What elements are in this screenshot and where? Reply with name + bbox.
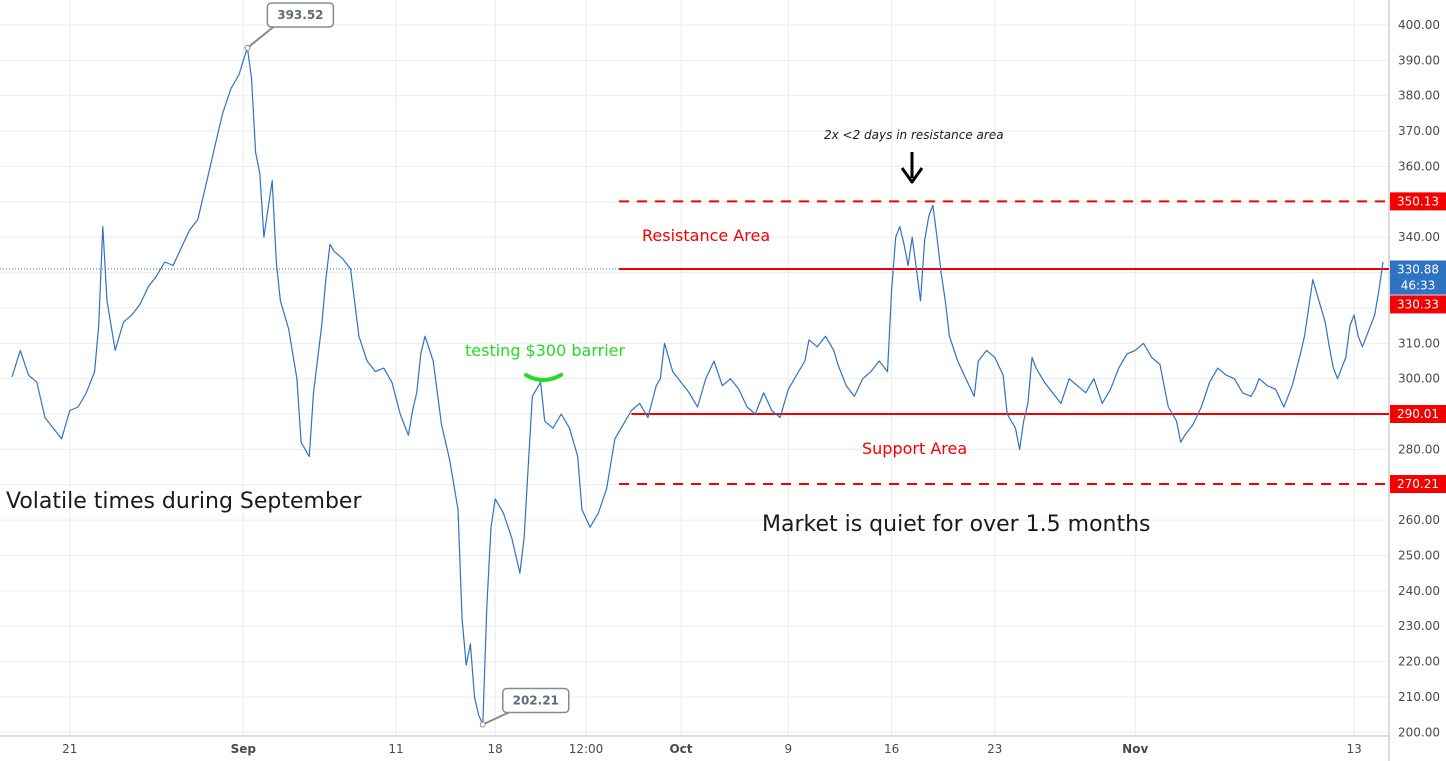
x-tick-label: Nov: [1122, 742, 1148, 756]
callout-anchor-dot: [479, 721, 486, 728]
price-badge: 290.01: [1390, 405, 1446, 424]
price-badge-value: 290.01: [1397, 407, 1439, 421]
quiet-note-label: Market is quiet for over 1.5 months: [762, 512, 1151, 537]
x-tick-label: 13: [1346, 742, 1361, 756]
y-tick-label: 220.00: [1398, 655, 1440, 669]
price-badge-bg: [1390, 276, 1446, 295]
price-badge-value: 270.21: [1397, 477, 1439, 491]
callout-pointer: [482, 711, 510, 726]
callout-value: 393.52: [277, 8, 323, 22]
x-tick-label: 18: [488, 742, 503, 756]
callout-box: [266, 2, 335, 28]
callout-box: [502, 687, 570, 714]
callout-value: 202.21: [513, 694, 559, 708]
x-tick-label: 23: [987, 742, 1002, 756]
price-badge: 350.13: [1390, 192, 1446, 211]
y-tick-label: 390.00: [1398, 53, 1440, 67]
y-tick-label: 310.00: [1398, 336, 1440, 350]
callout-anchor-dot: [244, 44, 251, 51]
callout-pointer: [246, 26, 275, 49]
x-tick-label: 21: [62, 742, 77, 756]
y-tick-label: 370.00: [1398, 124, 1440, 138]
y-tick-label: 340.00: [1398, 230, 1440, 244]
y-tick-label: 280.00: [1398, 442, 1440, 456]
price-badge-value: 330.33: [1397, 297, 1439, 311]
price-badge-value: 46:33: [1401, 279, 1436, 293]
price-badge-bg: [1390, 405, 1446, 424]
y-tick-label: 380.00: [1398, 89, 1440, 103]
testing-chevron-icon: [524, 373, 563, 382]
high-callout: 393.52: [244, 2, 335, 51]
y-tick-label: 210.00: [1398, 690, 1440, 704]
y-tick-label: 260.00: [1398, 513, 1440, 527]
x-tick-label: 11: [388, 742, 403, 756]
resistance-area-label: Resistance Area: [642, 226, 770, 245]
low-callout: 202.21: [479, 687, 570, 728]
volatile-note-label: Volatile times during September: [6, 489, 362, 514]
price-series-line: [11, 47, 1384, 726]
price-badge-bg: [1390, 260, 1446, 279]
testing-barrier-label: testing $300 barrier: [465, 341, 625, 360]
price-badge-bg: [1390, 192, 1446, 211]
x-tick-label: 16: [884, 742, 899, 756]
price-badge: 330.88: [1390, 260, 1446, 279]
x-tick-label: 9: [785, 742, 793, 756]
price-badge: 270.21: [1390, 475, 1446, 494]
price-badge-bg: [1390, 295, 1446, 314]
support-area-label: Support Area: [862, 439, 967, 458]
price-badge-value: 350.13: [1397, 194, 1439, 208]
price-badge-value: 330.88: [1397, 262, 1439, 276]
price-badge-bg: [1390, 475, 1446, 494]
price-badge: 330.33: [1390, 295, 1446, 314]
down-arrow-icon: [900, 152, 924, 184]
price-badge: 46:33: [1390, 276, 1446, 295]
y-tick-label: 360.00: [1398, 159, 1440, 173]
y-tick-label: 400.00: [1398, 18, 1440, 32]
y-tick-label: 200.00: [1398, 725, 1440, 739]
resistance-note-label: 2x <2 days in resistance area: [824, 128, 1004, 142]
y-tick-label: 300.00: [1398, 372, 1440, 386]
y-tick-label: 240.00: [1398, 584, 1440, 598]
y-tick-label: 250.00: [1398, 549, 1440, 563]
y-tick-label: 230.00: [1398, 619, 1440, 633]
x-tick-label: Sep: [231, 742, 257, 756]
x-tick-label: Oct: [669, 742, 692, 756]
x-tick-label: 12:00: [569, 742, 604, 756]
